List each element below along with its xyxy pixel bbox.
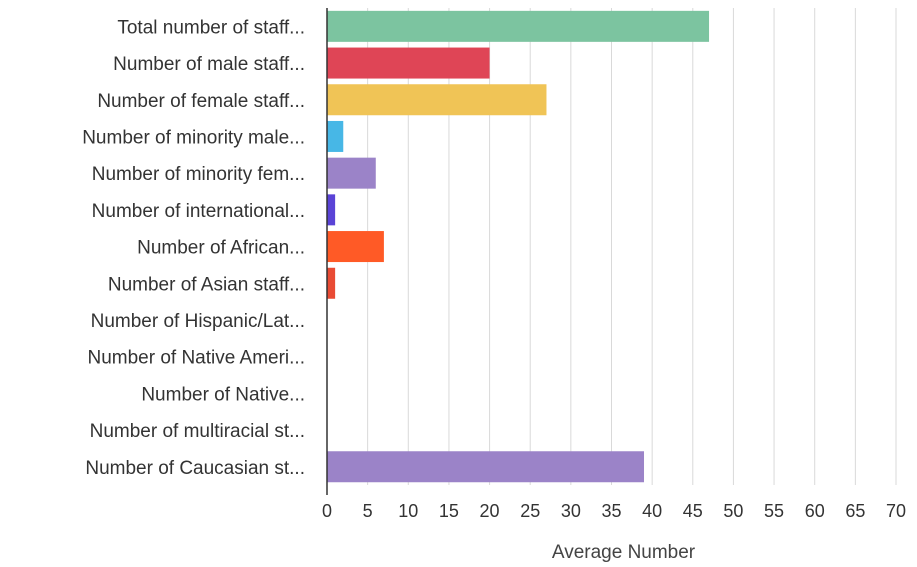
category-label: Number of multiracial st... bbox=[90, 421, 305, 442]
bar[interactable] bbox=[327, 267, 336, 299]
x-tick-label: 25 bbox=[520, 501, 540, 521]
x-tick-label: 60 bbox=[805, 501, 825, 521]
bar[interactable] bbox=[327, 194, 336, 226]
x-tick-label: 0 bbox=[322, 501, 332, 521]
x-tick-label: 30 bbox=[561, 501, 581, 521]
bar[interactable] bbox=[327, 84, 547, 116]
category-label: Number of male staff... bbox=[113, 54, 305, 75]
x-axis-title: Average Number bbox=[552, 542, 696, 563]
category-label: Number of minority fem... bbox=[92, 164, 305, 185]
category-label: Number of Native... bbox=[141, 384, 305, 405]
grid-lines bbox=[367, 8, 897, 485]
category-label: Number of minority male... bbox=[82, 127, 305, 148]
x-tick-label: 10 bbox=[398, 501, 418, 521]
category-label: Number of Hispanic/Lat... bbox=[91, 311, 305, 332]
category-label: Number of female staff... bbox=[97, 91, 305, 112]
category-label: Number of Caucasian st... bbox=[85, 458, 305, 479]
bars bbox=[327, 10, 710, 483]
bar[interactable] bbox=[327, 10, 710, 42]
x-tick-label: 65 bbox=[845, 501, 865, 521]
x-tick-label: 55 bbox=[764, 501, 784, 521]
bar[interactable] bbox=[327, 157, 376, 189]
category-label: Number of Native Ameri... bbox=[87, 348, 305, 369]
x-tick-label: 5 bbox=[363, 501, 373, 521]
x-tick-label: 50 bbox=[723, 501, 743, 521]
x-tick-label: 45 bbox=[683, 501, 703, 521]
category-label: Number of African... bbox=[137, 238, 305, 259]
bar[interactable] bbox=[327, 231, 384, 263]
category-label: Number of international... bbox=[92, 201, 305, 222]
x-tick-label: 70 bbox=[886, 501, 906, 521]
x-tick-label: 40 bbox=[642, 501, 662, 521]
tick-labels: 0 5 10 15 20 25 30 35 40 45 50 55 60 65 70 bbox=[322, 501, 906, 521]
bar[interactable] bbox=[327, 451, 645, 483]
x-tick-label: 20 bbox=[480, 501, 500, 521]
category-labels: Total number of staff... Number of male s… bbox=[82, 17, 305, 478]
bar[interactable] bbox=[327, 120, 344, 152]
x-tick-label: 35 bbox=[601, 501, 621, 521]
x-tick-label: 15 bbox=[439, 501, 459, 521]
bar[interactable] bbox=[327, 47, 490, 79]
category-label: Number of Asian staff... bbox=[108, 274, 305, 295]
category-label: Total number of staff... bbox=[117, 17, 305, 38]
